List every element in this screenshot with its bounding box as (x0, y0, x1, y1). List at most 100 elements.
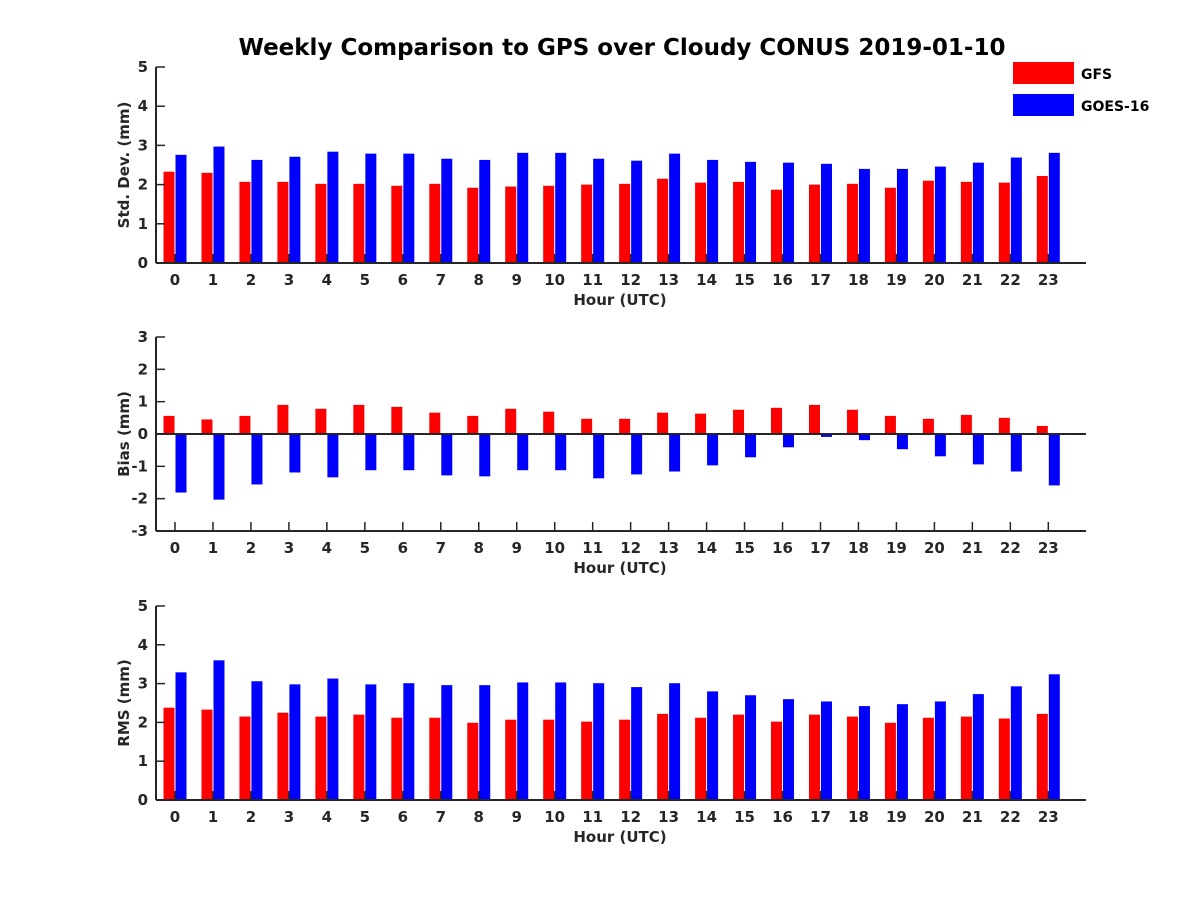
bar (543, 411, 555, 434)
y-tick-label: 5 (138, 597, 148, 615)
bar (896, 704, 908, 800)
x-tick-label: 2 (246, 271, 256, 289)
y-tick-label: 3 (138, 328, 148, 346)
bar (707, 434, 719, 466)
bar (896, 168, 908, 263)
x-tick-label: 19 (886, 808, 907, 826)
bar (175, 672, 187, 800)
bar (441, 434, 453, 476)
bar (972, 162, 984, 263)
bar (505, 719, 517, 800)
x-tick-label: 12 (620, 271, 641, 289)
x-tick-label: 16 (772, 808, 793, 826)
x-tick-label: 15 (734, 271, 755, 289)
x-tick-label: 6 (398, 808, 408, 826)
bar (960, 414, 972, 434)
bar (1036, 175, 1048, 263)
x-tick-label: 10 (544, 808, 565, 826)
x-tick-label: 1 (208, 271, 218, 289)
bar (808, 714, 820, 800)
x-tick-label: 17 (810, 539, 831, 557)
bar (707, 159, 719, 263)
bar (315, 183, 327, 263)
bar (251, 434, 263, 485)
x-tick-label: 6 (398, 539, 408, 557)
bar (581, 184, 593, 263)
bar (289, 156, 301, 263)
x-tick-label: 12 (620, 808, 641, 826)
bar (315, 408, 327, 434)
bar (1010, 434, 1022, 472)
y-tick-label: -3 (131, 522, 148, 540)
bar (365, 434, 377, 471)
x-tick-label: 22 (1000, 808, 1021, 826)
bar (581, 418, 593, 434)
x-tick-label: 2 (246, 539, 256, 557)
y-tick-label: 2 (138, 713, 148, 731)
bar (820, 163, 832, 263)
y-tick-label: 3 (138, 136, 148, 154)
bar (327, 678, 339, 800)
bar (1010, 157, 1022, 263)
x-tick-label: 18 (848, 539, 869, 557)
bar (733, 409, 745, 434)
x-tick-label: 20 (924, 539, 945, 557)
bar (517, 434, 529, 471)
y-tick-label: 0 (138, 791, 148, 809)
bar (581, 721, 593, 800)
legend-label: GOES-16 (1081, 99, 1149, 115)
bar (695, 413, 707, 434)
x-tick-label: 13 (658, 808, 679, 826)
bar (1048, 674, 1060, 800)
y-tick-label: 4 (138, 636, 148, 654)
bar (657, 412, 669, 434)
bar (884, 415, 896, 434)
bar (403, 153, 415, 263)
bar (657, 178, 669, 263)
bar (998, 718, 1010, 800)
bar (277, 404, 289, 434)
bar (391, 717, 403, 800)
x-tick-label: 21 (962, 539, 983, 557)
bar (771, 407, 783, 434)
bar (669, 153, 681, 263)
x-tick-label: 7 (436, 271, 446, 289)
bar (365, 153, 377, 263)
x-tick-label: 7 (436, 808, 446, 826)
bar (479, 434, 491, 477)
x-axis-label: Hour (UTC) (573, 559, 666, 577)
x-tick-label: 1 (208, 808, 218, 826)
bar (619, 183, 631, 263)
bar (593, 434, 605, 479)
bar (972, 434, 984, 465)
x-tick-label: 14 (696, 271, 717, 289)
bar (505, 186, 517, 263)
x-tick-label: 13 (658, 539, 679, 557)
bar (1036, 713, 1048, 800)
bar (934, 166, 946, 263)
x-tick-label: 11 (582, 539, 603, 557)
y-tick-label: 5 (138, 58, 148, 76)
x-tick-label: 14 (696, 539, 717, 557)
bar (1048, 434, 1060, 486)
x-tick-label: 4 (322, 539, 332, 557)
x-tick-label: 2 (246, 808, 256, 826)
bar (745, 434, 757, 458)
bar (391, 406, 403, 434)
x-tick-label: 3 (284, 271, 294, 289)
bar (403, 434, 415, 471)
bar (467, 187, 479, 263)
bar (479, 159, 491, 263)
bar (884, 187, 896, 263)
bar (479, 685, 491, 800)
x-tick-label: 19 (886, 271, 907, 289)
x-tick-label: 3 (284, 539, 294, 557)
bar (239, 415, 251, 434)
bar (213, 434, 225, 500)
bar (808, 184, 820, 263)
bar (960, 716, 972, 800)
x-tick-label: 9 (512, 271, 522, 289)
bar (771, 721, 783, 800)
